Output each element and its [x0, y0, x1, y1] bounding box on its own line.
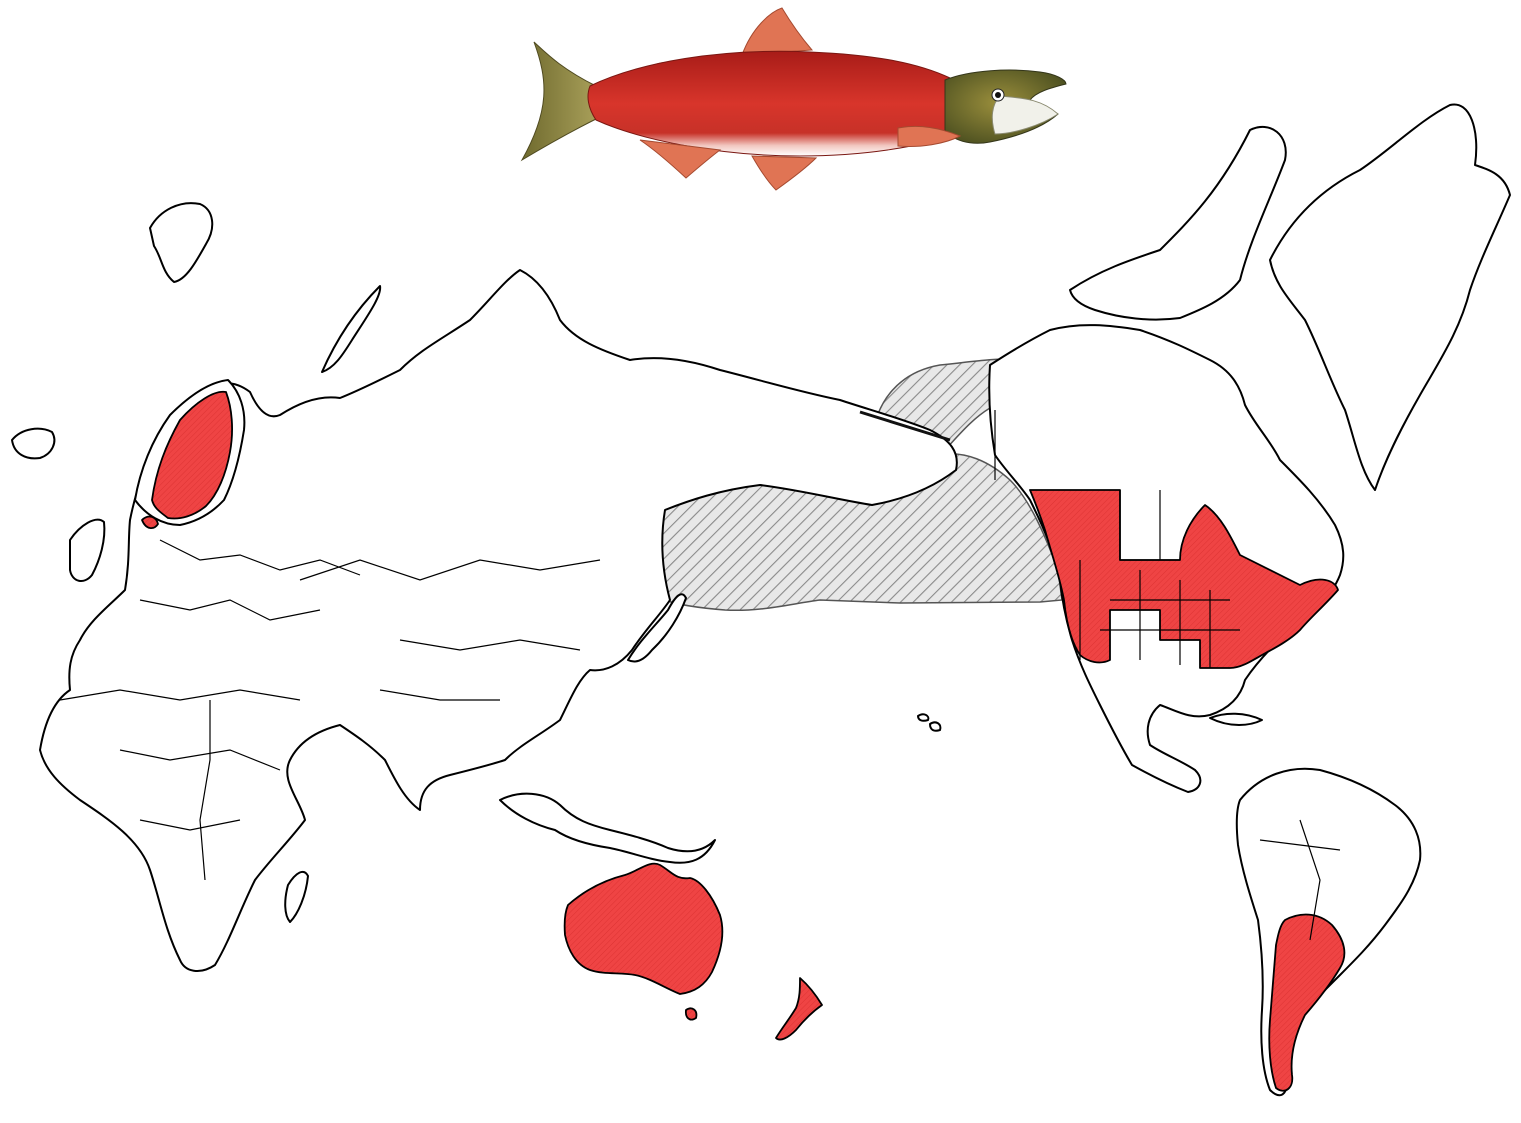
landmass-hawaii [917, 713, 942, 732]
introduced-range-denmark [141, 515, 159, 529]
introduced-range-scandinavia [151, 390, 233, 520]
landmass-svalbard [149, 202, 214, 283]
landmass-novaya-zemlya [321, 285, 382, 373]
bering-strait-line [859, 410, 951, 442]
landmass-north-america [988, 324, 1345, 793]
landmass-japan [627, 593, 687, 663]
landmass-iceland [11, 427, 56, 460]
landmass-greenland [1269, 103, 1511, 491]
landmass-canadian-arctic-islands [1069, 125, 1287, 321]
introduced-range-argentina-chile [1268, 913, 1346, 1092]
introduced-range-australia [563, 862, 724, 995]
country-borders [59, 410, 1341, 941]
introduced-range-new-zealand [775, 977, 823, 1041]
landmass-eurasia-africa [39, 269, 958, 972]
landmass-maritime-southeast-asia [499, 792, 716, 864]
landmass-madagascar [284, 870, 309, 923]
landmass-great-britain [69, 518, 106, 582]
sockeye-salmon-illustration [520, 7, 1067, 191]
landmass-caribbean-islands [1209, 712, 1263, 726]
introduced-range-canada-us [1029, 489, 1339, 669]
introduced-range-tasmania [684, 1007, 698, 1021]
